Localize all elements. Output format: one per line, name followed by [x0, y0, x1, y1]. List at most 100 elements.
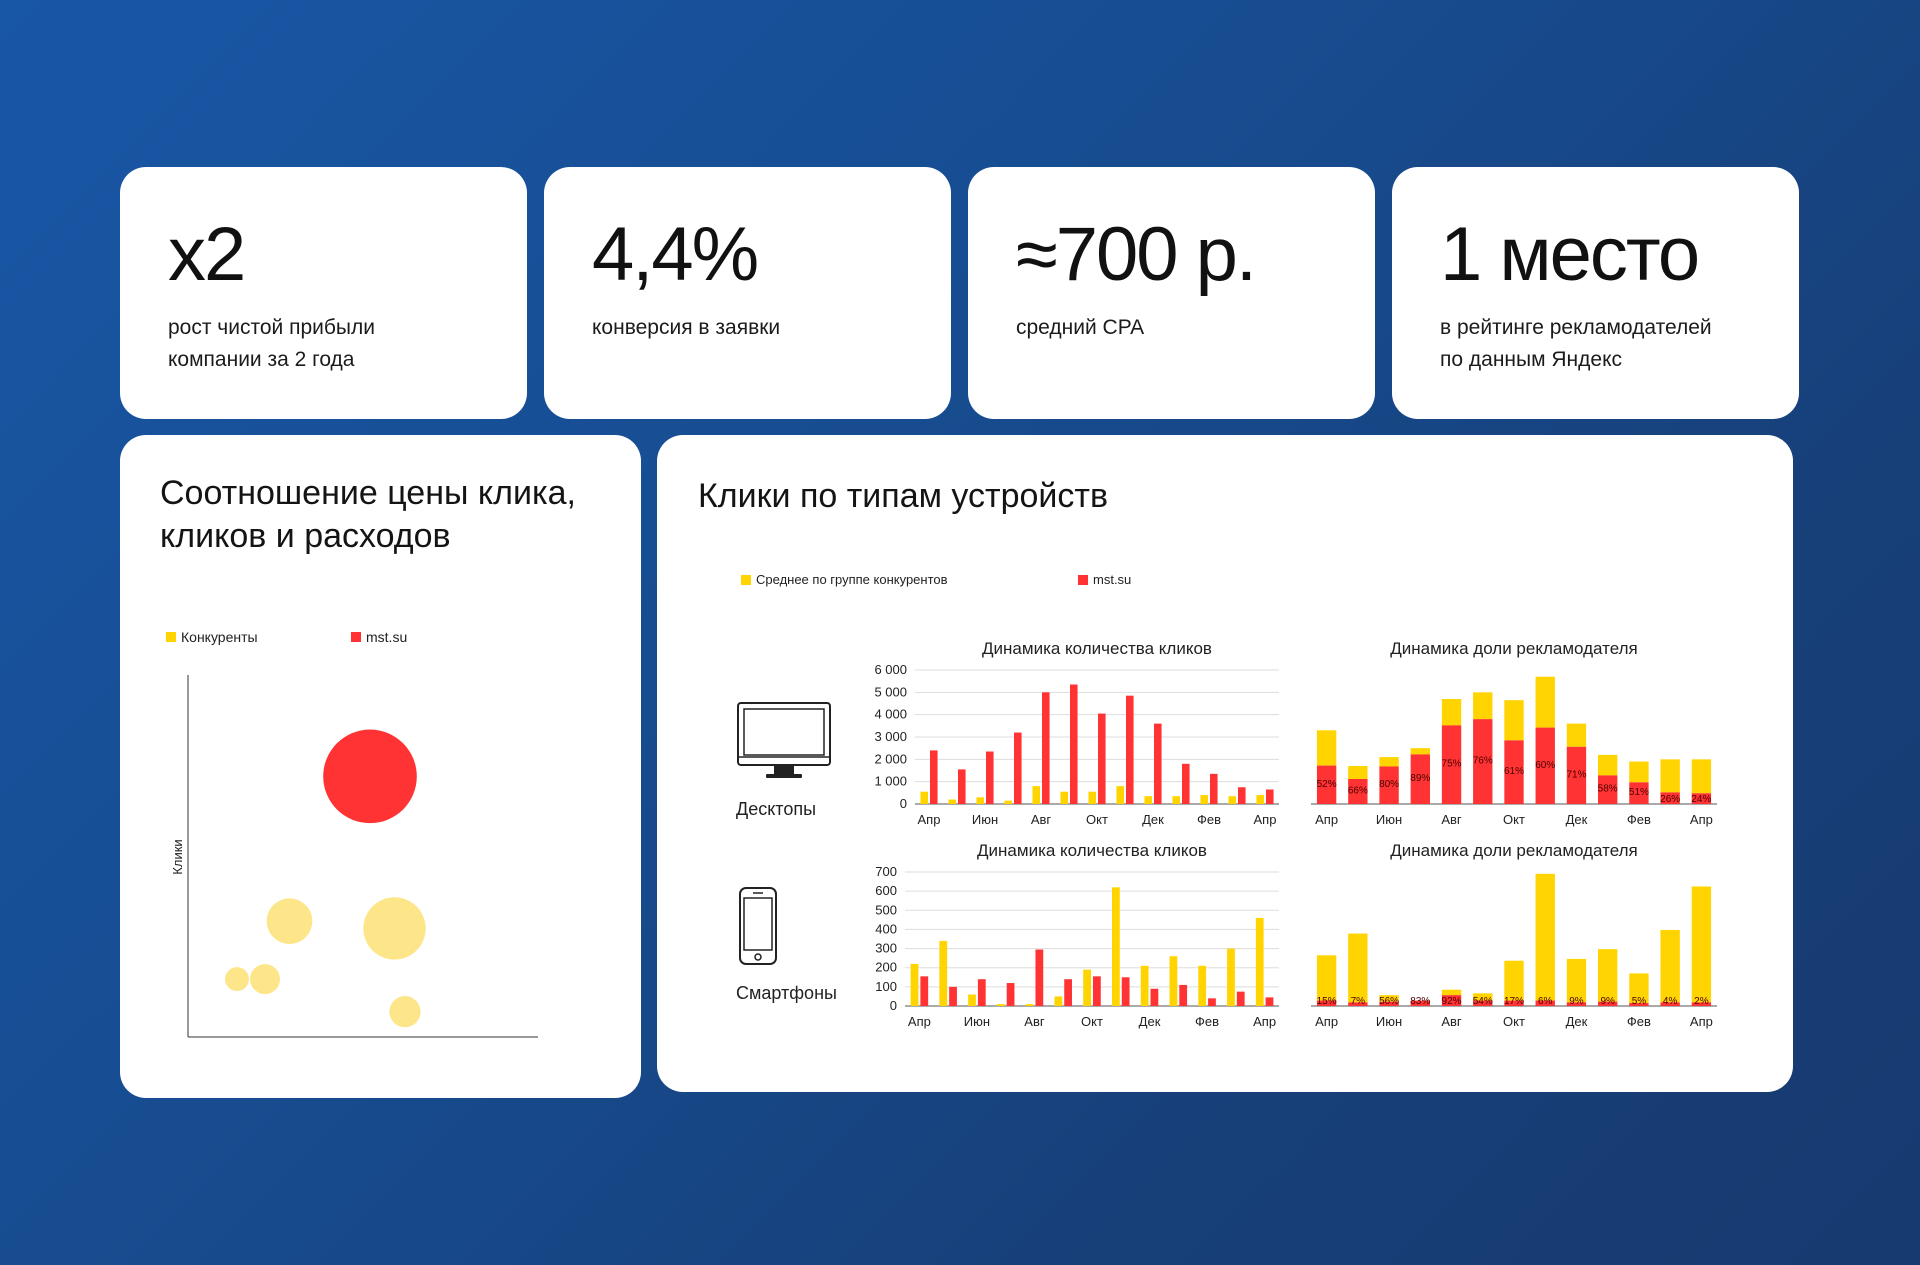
y-tick-label: 4 000 — [874, 707, 907, 722]
bar-mst — [1598, 775, 1618, 804]
bar-mst — [1660, 1002, 1680, 1006]
share-label: 54% — [1473, 996, 1493, 1007]
share-label: 9% — [1600, 996, 1615, 1007]
bar-competitors — [1629, 973, 1649, 1004]
bar-mst — [1691, 793, 1712, 804]
bar-competitors — [1140, 965, 1149, 1006]
x-tick-label: Апр — [1315, 1014, 1338, 1029]
share-label: 80% — [1379, 779, 1399, 790]
share-label: 51% — [1629, 787, 1649, 798]
legend-label: Конкуренты — [181, 629, 258, 645]
bar-competitors — [1116, 786, 1124, 804]
metric-description-line: средний CPA — [1016, 316, 1145, 339]
share-label: 66% — [1348, 785, 1368, 796]
bar-mst — [949, 986, 957, 1006]
share-label: 58% — [1598, 784, 1618, 795]
share-label: 75% — [1442, 759, 1462, 770]
legend-swatch — [1078, 574, 1088, 585]
bar-competitors — [1473, 692, 1493, 720]
bar-mst — [1629, 782, 1649, 804]
share-label: 5% — [1632, 996, 1647, 1007]
legend-swatch — [741, 574, 751, 585]
y-tick-label: 2 000 — [874, 751, 907, 766]
metric-value: ≈700 р. — [1016, 212, 1257, 297]
bar-competitors — [1660, 759, 1680, 793]
bar-mst — [1410, 754, 1430, 804]
bar-competitors — [1348, 766, 1368, 779]
x-tick-label: Июн — [1376, 1014, 1402, 1029]
legend-label: mst.su — [1093, 572, 1132, 587]
legend-swatch — [166, 632, 176, 642]
x-tick-label: Апр — [1690, 1014, 1713, 1029]
bar-competitors — [1410, 748, 1430, 755]
share-label: 92% — [1442, 996, 1462, 1007]
bar-competitors — [1256, 795, 1264, 804]
bubble-chart: Клики — [170, 675, 538, 1038]
bar-competitors — [1316, 955, 1337, 1001]
bar-mst — [958, 769, 966, 804]
bar-competitors — [1025, 1004, 1034, 1006]
bar-competitors — [1083, 969, 1091, 1006]
bar-competitors — [1629, 761, 1649, 783]
bubble-mst — [323, 729, 417, 824]
bar-competitors — [976, 797, 984, 804]
share-label: 61% — [1504, 766, 1524, 777]
bar-mst — [986, 751, 994, 804]
x-tick-label: Фев — [1627, 812, 1651, 827]
bar-competitors — [1060, 791, 1068, 804]
bar-competitors — [1316, 730, 1337, 766]
legend-competitors: Конкуренты — [166, 629, 258, 645]
bar-competitors — [1348, 933, 1368, 1003]
x-tick-label: Июн — [972, 812, 998, 827]
legend-swatch — [351, 632, 361, 642]
share-label: 15% — [1317, 996, 1337, 1007]
bar-competitors — [1228, 796, 1236, 804]
x-tick-label: Окт — [1503, 1014, 1525, 1029]
bar-competitors — [1112, 887, 1120, 1006]
metric-description: рост чистой прибыли компании за 2 года — [168, 312, 375, 376]
bar-competitors — [1566, 958, 1587, 1003]
bar-mst — [1535, 1000, 1555, 1006]
metric-description-line: конверсия в заявки — [592, 316, 781, 339]
y-tick-label: 3 000 — [874, 729, 907, 744]
panel-title: Клики по типам устройств — [698, 477, 1109, 515]
x-tick-label: Фев — [1197, 812, 1221, 827]
bar-mst — [1316, 1000, 1337, 1006]
metric-card-rating: 1 место в рейтинге рекламодателей по дан… — [1392, 167, 1799, 419]
y-tick-label: 1 000 — [874, 774, 907, 789]
bar-competitors — [910, 963, 919, 1006]
y-axis-label: Клики — [170, 839, 185, 874]
bubble-competitor — [250, 964, 280, 995]
chart-title: Динамика количества кликов — [977, 841, 1207, 860]
x-tick-label: Дек — [1566, 1014, 1588, 1029]
chart-title: Динамика доли рекламодателя — [1390, 639, 1637, 658]
bar-mst — [1042, 692, 1050, 804]
share-label: 60% — [1535, 760, 1555, 771]
bar-mst — [1035, 949, 1044, 1006]
y-tick-label: 6 000 — [874, 662, 907, 677]
bar-competitors — [1088, 791, 1096, 804]
bar-competitors — [1379, 757, 1399, 767]
x-tick-label: Окт — [1081, 1014, 1103, 1029]
y-tick-label: 5 000 — [874, 684, 907, 699]
bar-mst — [1154, 723, 1162, 804]
bubble-chart-panel: Соотношение цены клика, кликов и расходо… — [120, 435, 641, 1098]
bar-mst — [1266, 789, 1274, 804]
y-tick-label: 200 — [875, 960, 897, 975]
metric-description-line: компании за 2 года — [168, 348, 355, 371]
bubble-competitor — [266, 898, 313, 944]
x-tick-label: Апр — [1690, 812, 1713, 827]
bar-mst — [1236, 991, 1245, 1006]
bar-mst — [1660, 792, 1680, 804]
bar-mst — [1208, 998, 1216, 1006]
share-label: 71% — [1566, 769, 1586, 780]
bar-mst — [1441, 995, 1462, 1006]
bar-competitors — [1441, 699, 1462, 726]
bar-mst — [1098, 713, 1106, 804]
bar-competitors — [1691, 759, 1712, 794]
y-tick-label: 0 — [890, 998, 897, 1013]
share-label: 56% — [1379, 996, 1399, 1007]
y-tick-label: 300 — [875, 941, 897, 956]
bubble-competitor — [363, 897, 426, 960]
